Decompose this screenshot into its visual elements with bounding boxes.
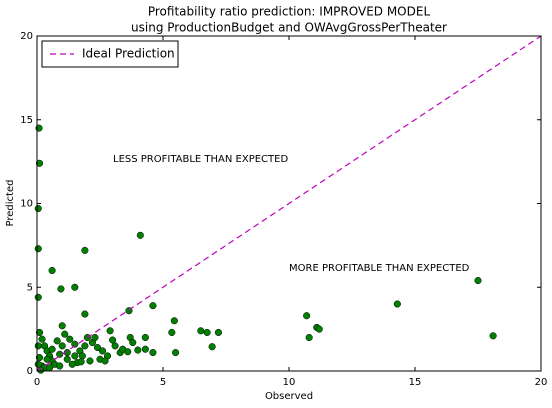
point — [35, 159, 44, 167]
x-tick-label: 0 — [34, 377, 40, 388]
point — [303, 312, 311, 320]
point — [141, 333, 149, 342]
point — [66, 335, 74, 343]
point — [71, 340, 79, 348]
y-tick-label: 5 — [27, 282, 33, 293]
point — [71, 283, 79, 291]
point — [93, 344, 102, 352]
point — [106, 327, 114, 335]
point — [53, 337, 61, 345]
point — [34, 204, 42, 213]
point — [58, 342, 66, 350]
point — [71, 352, 79, 360]
point — [474, 277, 482, 285]
point — [48, 266, 56, 275]
point — [46, 364, 54, 372]
annotation: LESS PROFITABLE THAN EXPECTED — [113, 154, 288, 165]
point — [81, 246, 89, 254]
point — [305, 333, 313, 342]
point — [35, 354, 44, 362]
point — [172, 349, 180, 357]
point — [34, 360, 42, 368]
annotation: MORE PROFITABLE THAN EXPECTED — [289, 263, 470, 274]
y-axis-label: Predicted — [5, 180, 16, 227]
point — [136, 231, 144, 239]
ideal-line — [36, 35, 542, 372]
x-tick-label: 20 — [535, 377, 548, 388]
point — [109, 336, 117, 344]
point — [61, 330, 69, 338]
point — [134, 346, 142, 354]
point — [34, 245, 42, 253]
point — [98, 347, 107, 355]
point — [34, 293, 42, 301]
point — [203, 328, 211, 337]
point — [111, 342, 119, 350]
chart-subtitle: using ProductionBudget and OWAvgGrossPer… — [131, 21, 447, 35]
point — [35, 328, 44, 337]
point — [34, 342, 42, 350]
point — [63, 355, 71, 363]
point — [168, 328, 176, 337]
point — [315, 325, 323, 333]
x-tick-label: 15 — [409, 377, 422, 388]
point — [119, 345, 127, 353]
point — [129, 338, 137, 347]
point — [208, 343, 216, 351]
point — [78, 352, 86, 360]
point — [489, 332, 497, 340]
x-tick-label: 5 — [160, 377, 166, 388]
point — [86, 357, 94, 365]
point — [170, 317, 178, 325]
point — [38, 335, 46, 343]
point — [77, 358, 85, 366]
y-tick-label: 10 — [20, 199, 33, 210]
legend-label: Ideal Prediction — [82, 47, 175, 61]
point — [43, 355, 51, 363]
point — [149, 349, 157, 357]
point — [101, 357, 109, 365]
chart-title: Profitability ratio prediction: IMPROVED… — [148, 5, 431, 19]
point — [81, 342, 89, 350]
point — [91, 333, 99, 342]
point — [149, 302, 157, 310]
plot-frame — [36, 35, 542, 372]
point — [197, 327, 205, 335]
point — [68, 360, 76, 368]
point — [214, 328, 222, 337]
y-tick-label: 15 — [20, 115, 33, 126]
point — [393, 300, 401, 308]
y-tick-label: 0 — [27, 366, 33, 377]
point — [58, 322, 66, 330]
x-tick-label: 10 — [283, 377, 296, 388]
point — [48, 345, 56, 353]
point — [56, 362, 64, 370]
point — [81, 310, 89, 318]
x-axis-label: Observed — [265, 391, 313, 402]
point — [57, 285, 65, 293]
y-tick-label: 20 — [20, 31, 33, 42]
point — [141, 345, 149, 353]
